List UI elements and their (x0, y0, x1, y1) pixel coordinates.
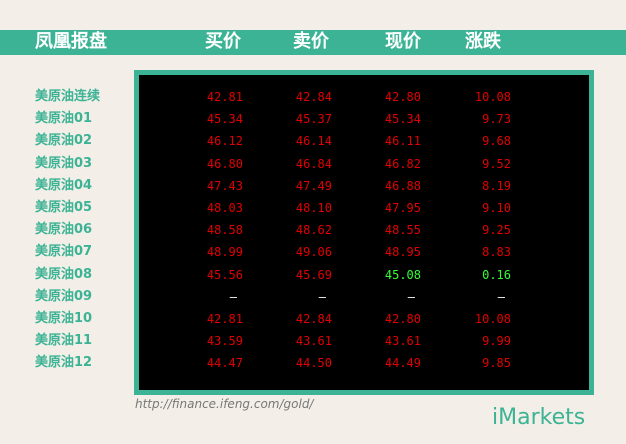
quote-value: 43.59 (206, 334, 243, 349)
row-label: 美原油07 (35, 244, 93, 260)
row-label: 美原油06 (35, 222, 93, 238)
quote-value: 46.84 (295, 156, 332, 171)
quote-value: 46.88 (384, 178, 421, 193)
quote-value: 8.19 (482, 178, 511, 193)
quote-value: 48.95 (384, 245, 421, 260)
quote-value: 43.61 (295, 334, 332, 349)
quote-value: 48.99 (206, 245, 243, 260)
row-label: 美原油02 (35, 133, 93, 149)
quote-value: 48.55 (384, 223, 421, 238)
quote-value: 44.50 (295, 356, 332, 371)
column-header: 涨跌 (465, 31, 501, 52)
quote-value: 45.34 (206, 112, 243, 127)
quote-value: 46.11 (384, 134, 421, 149)
quote-value: 48.03 (206, 201, 243, 215)
quote-value: 8.83 (482, 245, 511, 260)
quote-value: 9.73 (482, 112, 511, 127)
quote-value: 9.52 (482, 156, 511, 171)
quote-value: 9.99 (482, 334, 511, 349)
quote-value: 42.80 (384, 90, 421, 104)
row-label: 美原油09 (35, 288, 93, 304)
quote-value: 0.16 (482, 267, 511, 282)
quote-value: 44.49 (384, 356, 421, 371)
quote-value: 46.80 (206, 156, 243, 171)
quote-value: — (497, 289, 505, 304)
quote-value: 42.81 (206, 90, 243, 104)
quote-value: 46.82 (384, 156, 421, 171)
quote-value: — (407, 289, 415, 304)
source-link[interactable]: http://finance.ifeng.com/gold/ (135, 397, 314, 411)
quote-value: 9.68 (482, 134, 511, 149)
quote-value: 9.10 (482, 201, 511, 215)
quote-value: 49.06 (295, 245, 332, 260)
quote-value: 47.49 (295, 178, 332, 193)
quote-value: 47.43 (206, 178, 243, 193)
row-label: 美原油05 (35, 200, 93, 215)
quote-value: 44.47 (206, 356, 243, 371)
column-header: 现价 (385, 31, 421, 52)
quote-value: 42.81 (206, 312, 243, 326)
quote-panel (134, 70, 594, 395)
quote-value: 10.08 (474, 312, 511, 326)
row-label: 美原油01 (35, 111, 93, 127)
header-bar (0, 30, 626, 55)
quote-value: 9.85 (482, 356, 511, 371)
quote-value: 45.56 (206, 267, 243, 282)
row-label: 美原油08 (35, 266, 93, 282)
row-label: 美原油04 (35, 177, 93, 193)
quote-value: 10.08 (474, 90, 511, 104)
quote-value: 9.25 (482, 223, 511, 238)
quote-value: 43.61 (384, 334, 421, 349)
quote-value: 47.95 (384, 201, 421, 215)
row-label: 美原油03 (35, 155, 93, 171)
quote-value: — (229, 289, 237, 304)
column-header: 卖价 (293, 31, 329, 52)
quote-value: 45.34 (384, 112, 421, 127)
row-label: 美原油连续 (35, 89, 101, 104)
row-label: 美原油12 (35, 355, 93, 371)
quote-value: 45.69 (295, 267, 332, 282)
quote-value: 48.58 (206, 223, 243, 238)
column-header: 买价 (205, 31, 241, 52)
quote-value: 45.37 (295, 112, 332, 127)
quote-value: 46.12 (206, 134, 243, 149)
quote-value: 42.84 (295, 90, 332, 104)
quote-value: 42.84 (295, 312, 332, 326)
row-label: 美原油10 (35, 311, 93, 326)
quote-value: 46.14 (295, 134, 332, 149)
row-label: 美原油11 (35, 333, 93, 349)
brand-logo: iMarkets (492, 405, 586, 430)
quote-value: 48.62 (295, 223, 332, 238)
quote-value: 45.08 (384, 267, 421, 282)
quote-value: 48.10 (295, 201, 332, 215)
board-title: 凤凰报盘 (35, 31, 107, 52)
quote-value: 42.80 (384, 312, 421, 326)
quote-value: — (318, 289, 326, 304)
